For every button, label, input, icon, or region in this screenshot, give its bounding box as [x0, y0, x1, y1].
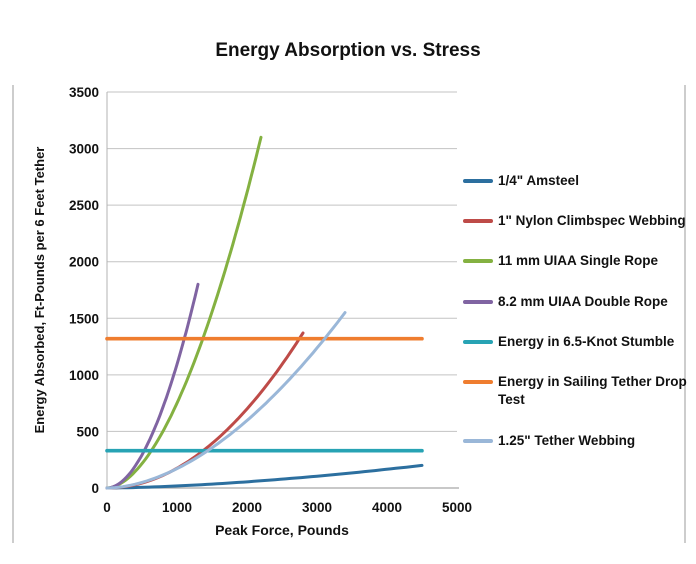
x-tick-label: 3000 [302, 500, 332, 515]
legend-line-swatch [463, 179, 493, 183]
scan-edge-line-left [12, 85, 14, 543]
legend-label: 1" Nylon Climbspec Webbing [498, 213, 686, 229]
legend-label: 11 mm UIAA Single Rope [498, 253, 659, 269]
y-tick-label: 2000 [69, 255, 99, 270]
series-line [105, 311, 347, 490]
legend-item: Energy in 6.5-Knot Stumble [463, 333, 695, 351]
y-tick-label: 3500 [69, 85, 99, 100]
y-axis-title: Energy Absorbed, Ft-Pounds per 6 Feet Te… [32, 146, 47, 434]
x-axis-title: Peak Force, Pounds [215, 522, 349, 538]
legend-item: 1/4" Amsteel [463, 172, 695, 190]
legend-label: 1/4" Amsteel [498, 173, 579, 188]
x-tick-label: 0 [103, 500, 111, 515]
x-tick-label: 4000 [372, 500, 402, 515]
legend-line-swatch [463, 259, 493, 264]
chart-title: Energy Absorption vs. Stress [215, 40, 481, 61]
scan-edge-line-right [684, 85, 686, 543]
y-tick-label: 500 [76, 424, 99, 439]
y-tick-label: 1500 [69, 311, 99, 326]
legend-line-swatch [463, 299, 493, 304]
legend-item: 1.25" Tether Webbing [463, 432, 695, 450]
legend-item: 11 mm UIAA Single Rope [463, 252, 695, 270]
legend-line-swatch [463, 380, 493, 385]
legend-label: Energy in 6.5-Knot Stumble [498, 333, 675, 349]
legend-line-swatch [463, 339, 493, 344]
legend-label: Energy in Sailing Tether Drop Test [498, 374, 687, 408]
y-tick-label: 1000 [69, 368, 99, 383]
x-tick-label: 1000 [162, 500, 192, 515]
legend-item: 1" Nylon Climbspec Webbing [463, 212, 695, 230]
legend-line-swatch [463, 438, 493, 443]
legend-label: 1.25" Tether Webbing [498, 432, 636, 448]
legend-item: 8.2 mm UIAA Double Rope [463, 293, 695, 311]
y-tick-label: 2500 [69, 198, 99, 213]
legend-label: 8.2 mm UIAA Double Rope [498, 293, 668, 309]
series-line [105, 135, 263, 490]
y-tick-label: 0 [91, 481, 99, 496]
y-tick-label: 3000 [69, 142, 99, 157]
legend-item: Energy in Sailing Tether Drop Test [463, 373, 695, 409]
series-line [105, 463, 424, 490]
legend: 1/4" Amsteel 1" Nylon Climbspec Webbing 11… [463, 172, 695, 450]
x-tick-label: 5000 [442, 500, 472, 515]
legend-line-swatch [463, 219, 493, 224]
x-tick-label: 2000 [232, 500, 262, 515]
series-line [105, 282, 200, 490]
